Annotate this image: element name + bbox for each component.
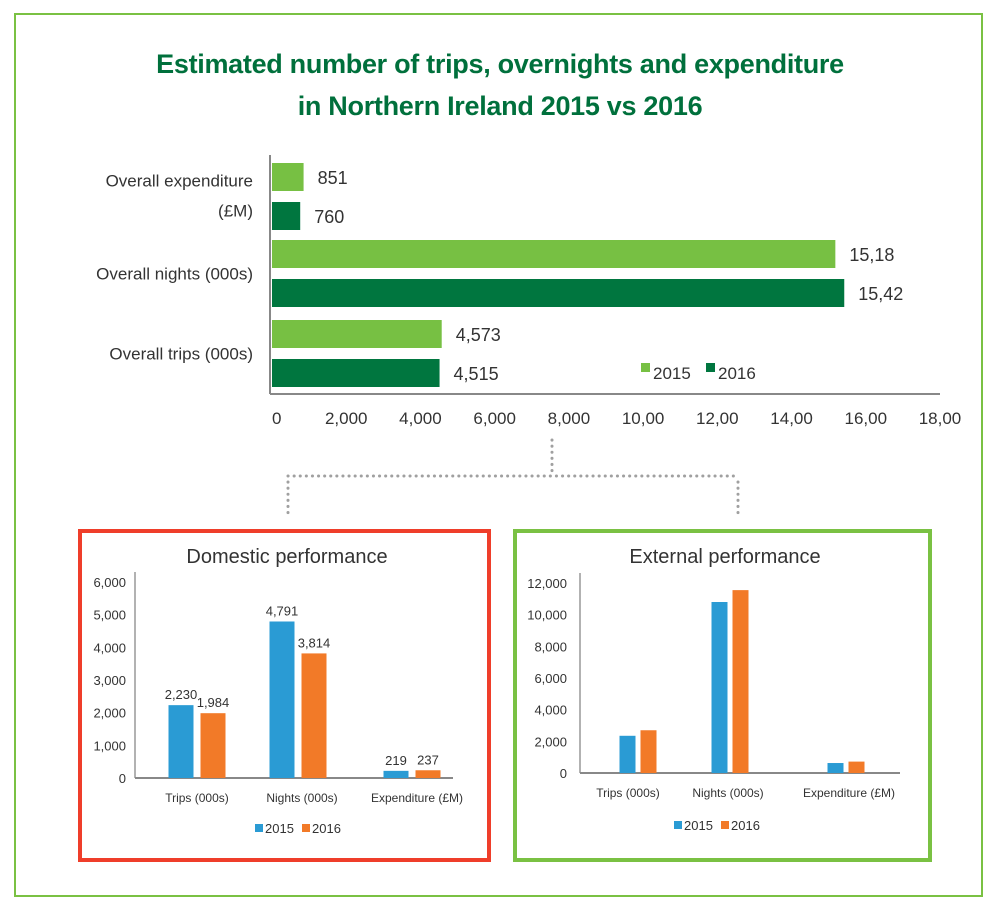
data-label: 4,515	[454, 364, 499, 384]
legend-label: 2016	[718, 364, 756, 383]
data-label: 2,230	[165, 687, 198, 702]
data-label: 760	[314, 207, 344, 227]
panel-title: Domestic performance	[186, 546, 387, 568]
domestic-panel-frame	[78, 529, 491, 862]
category-label: Expenditure (£M)	[371, 791, 463, 805]
x-tick-label: 0	[272, 409, 281, 428]
external-panel-frame	[513, 529, 932, 862]
bar-2016	[415, 770, 441, 778]
bar-2016	[640, 730, 657, 773]
x-tick-label: 6,000	[473, 409, 516, 428]
data-label: 15,42	[858, 284, 903, 304]
category-label: Trips (000s)	[596, 786, 660, 800]
y-tick-label: 3,000	[93, 673, 126, 688]
y-tick-label: 12,000	[527, 576, 567, 591]
bar-2015	[711, 602, 728, 773]
data-label: 15,18	[849, 245, 894, 265]
legend-label: 2016	[312, 821, 341, 836]
legend-label: 2016	[731, 818, 760, 833]
legend-swatch-2016	[721, 821, 729, 829]
title-line-2: in Northern Ireland 2015 vs 2016	[297, 91, 703, 121]
legend-label: 2015	[684, 818, 713, 833]
category-label: Expenditure (£M)	[803, 786, 895, 800]
data-label: 4,573	[456, 325, 501, 345]
x-tick-label: 10,00	[622, 409, 665, 428]
y-tick-label: 6,000	[534, 671, 567, 686]
category-label: Nights (000s)	[266, 791, 337, 805]
x-tick-label: 2,000	[325, 409, 368, 428]
legend-swatch-2015	[674, 821, 682, 829]
y-tick-label: 6,000	[93, 575, 126, 590]
data-label: 4,791	[266, 603, 299, 618]
legend-swatch-2015	[641, 363, 650, 372]
legend-swatch-2016	[706, 363, 715, 372]
bar-2015	[272, 163, 304, 191]
category-label: (£M)	[218, 202, 253, 221]
x-tick-label: 18,00	[919, 409, 962, 428]
y-tick-label: 2,000	[534, 734, 567, 749]
category-label: Nights (000s)	[692, 786, 763, 800]
bar-2016	[200, 713, 226, 778]
bar-2016	[301, 653, 327, 778]
category-label: Overall expenditure	[106, 172, 253, 191]
x-tick-label: 16,00	[845, 409, 888, 428]
data-label: 219	[385, 753, 407, 768]
data-label: 237	[417, 752, 439, 767]
bar-2015	[383, 770, 409, 778]
y-tick-label: 5,000	[93, 608, 126, 623]
bar-2016	[272, 359, 440, 387]
legend-label: 2015	[653, 364, 691, 383]
bar-2015	[269, 621, 295, 778]
bar-2015	[272, 240, 836, 268]
bar-2016	[732, 590, 749, 773]
y-tick-label: 1,000	[93, 738, 126, 753]
outer-frame	[14, 13, 983, 897]
legend-label: 2015	[265, 821, 294, 836]
y-tick-label: 4,000	[534, 703, 567, 718]
legend-swatch-2016	[302, 824, 310, 832]
bar-2016	[272, 279, 845, 307]
data-label: 851	[318, 168, 348, 188]
category-label: Overall trips (000s)	[109, 345, 253, 364]
y-tick-label: 8,000	[534, 639, 567, 654]
x-tick-label: 8,000	[548, 409, 591, 428]
chart-title: Estimated number of trips, overnights an…	[0, 43, 1000, 127]
panel-title: External performance	[629, 546, 820, 568]
bar-2015	[168, 705, 194, 778]
x-tick-label: 14,00	[770, 409, 813, 428]
legend-swatch-2015	[255, 824, 263, 832]
bar-2015	[619, 735, 636, 773]
bar-2015	[827, 763, 844, 773]
y-tick-label: 4,000	[93, 640, 126, 655]
data-label: 3,814	[298, 635, 331, 650]
y-tick-label: 0	[119, 771, 126, 786]
bar-2016	[848, 761, 865, 773]
bar-2015	[272, 320, 442, 348]
category-label: Trips (000s)	[165, 791, 229, 805]
title-line-1: Estimated number of trips, overnights an…	[156, 49, 844, 79]
data-label: 1,984	[197, 695, 230, 710]
x-tick-label: 12,00	[696, 409, 739, 428]
bar-2016	[272, 202, 301, 230]
x-tick-label: 4,000	[399, 409, 442, 428]
y-tick-label: 0	[560, 766, 567, 781]
category-label: Overall nights (000s)	[96, 265, 253, 284]
y-tick-label: 10,000	[527, 608, 567, 623]
y-tick-label: 2,000	[93, 706, 126, 721]
